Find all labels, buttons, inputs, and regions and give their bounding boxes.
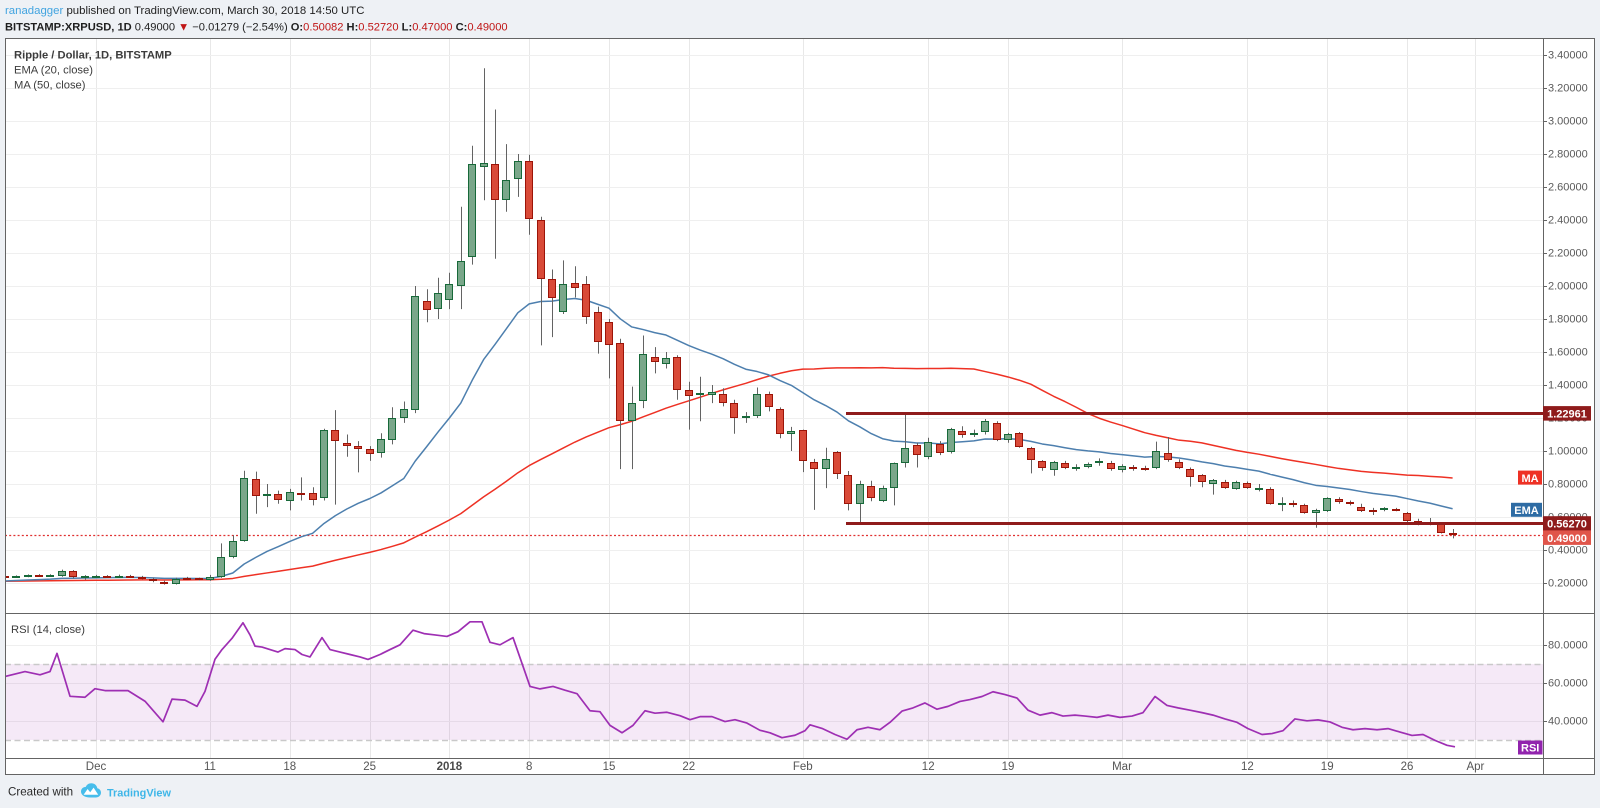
- svg-text:11: 11: [204, 761, 216, 773]
- svg-text:1.40000: 1.40000: [1548, 380, 1588, 392]
- svg-text:EMA: EMA: [1514, 505, 1539, 517]
- svg-text:0.49000: 0.49000: [1547, 533, 1587, 545]
- svg-text:40.0000: 40.0000: [1548, 716, 1588, 728]
- svg-text:3.40000: 3.40000: [1548, 50, 1588, 62]
- svg-text:Dec: Dec: [86, 761, 107, 773]
- svg-text:26: 26: [1401, 761, 1414, 773]
- svg-text:RSI (14, close): RSI (14, close): [11, 624, 85, 636]
- svg-text:2.40000: 2.40000: [1548, 215, 1588, 227]
- svg-text:RSI: RSI: [1521, 743, 1539, 755]
- svg-text:12: 12: [1241, 761, 1254, 773]
- svg-text:3.00000: 3.00000: [1548, 116, 1588, 128]
- svg-text:1.00000: 1.00000: [1548, 446, 1588, 458]
- svg-text:12: 12: [922, 761, 935, 773]
- svg-text:22: 22: [682, 761, 695, 773]
- svg-text:25: 25: [363, 761, 376, 773]
- svg-text:EMA (20, close): EMA (20, close): [14, 65, 93, 77]
- svg-text:TradingView: TradingView: [107, 788, 171, 800]
- svg-text:0.20000: 0.20000: [1548, 578, 1588, 590]
- svg-text:3.20000: 3.20000: [1548, 83, 1588, 95]
- svg-text:60.0000: 60.0000: [1548, 678, 1588, 690]
- svg-text:15: 15: [603, 761, 616, 773]
- svg-text:8: 8: [526, 761, 532, 773]
- svg-text:Ripple / Dollar, 1D, BITSTAMP: Ripple / Dollar, 1D, BITSTAMP: [14, 50, 172, 62]
- svg-text:2.00000: 2.00000: [1548, 281, 1588, 293]
- svg-text:MA (50, close): MA (50, close): [14, 80, 86, 92]
- svg-text:0.40000: 0.40000: [1548, 545, 1588, 557]
- svg-text:2.60000: 2.60000: [1548, 182, 1588, 194]
- svg-text:2018: 2018: [437, 761, 463, 773]
- svg-text:19: 19: [1002, 761, 1015, 773]
- svg-text:1.22961: 1.22961: [1547, 409, 1587, 421]
- svg-text:Apr: Apr: [1466, 761, 1484, 773]
- svg-text:Mar: Mar: [1112, 761, 1132, 773]
- svg-text:1.60000: 1.60000: [1548, 347, 1588, 359]
- svg-text:2.80000: 2.80000: [1548, 149, 1588, 161]
- svg-text:0.56270: 0.56270: [1547, 519, 1587, 531]
- svg-text:Created with: Created with: [8, 786, 73, 799]
- svg-text:ranadagger published on Tradin: ranadagger published on TradingView.com,…: [5, 5, 364, 17]
- svg-text:80.0000: 80.0000: [1548, 640, 1588, 652]
- svg-text:MA: MA: [1521, 473, 1538, 485]
- svg-text:BITSTAMP:XRPUSD, 1D 0.49000 ▼: BITSTAMP:XRPUSD, 1D 0.49000 ▼ −0.01279 (…: [5, 22, 508, 34]
- svg-text:19: 19: [1321, 761, 1334, 773]
- svg-text:Feb: Feb: [793, 761, 813, 773]
- svg-text:0.80000: 0.80000: [1548, 479, 1588, 491]
- svg-text:18: 18: [283, 761, 296, 773]
- svg-text:1.80000: 1.80000: [1548, 314, 1588, 326]
- svg-text:2.20000: 2.20000: [1548, 248, 1588, 260]
